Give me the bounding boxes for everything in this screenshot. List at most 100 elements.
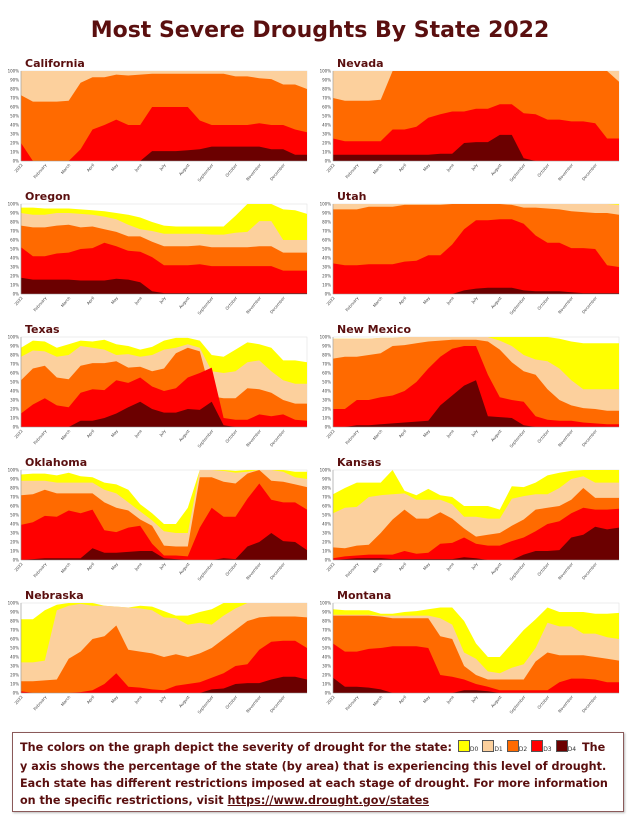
x-tick-label: March bbox=[372, 428, 384, 441]
y-tick-label: 10% bbox=[322, 150, 331, 155]
y-tick-label: 100% bbox=[320, 202, 332, 207]
x-tick-label: August bbox=[490, 162, 503, 176]
x-tick-label: February bbox=[32, 694, 48, 711]
y-tick-label: 50% bbox=[10, 513, 19, 518]
x-tick-label: February bbox=[32, 561, 48, 578]
area-chart-kansas: 0% 10% 20% 30% 40% 50% 60% 70% 80% 90% 100% 2022 Feb… bbox=[320, 468, 620, 582]
x-tick-label: September bbox=[196, 295, 214, 315]
y-tick-label: 60% bbox=[322, 105, 331, 110]
x-tick-label: 2022 bbox=[13, 428, 24, 439]
series-d3 bbox=[333, 104, 619, 161]
x-tick-label: July bbox=[158, 561, 168, 571]
y-tick-label: 40% bbox=[10, 522, 19, 527]
x-tick-label: May bbox=[422, 162, 432, 172]
x-tick-label: September bbox=[508, 694, 526, 714]
y-tick-label: 70% bbox=[10, 229, 19, 234]
y-tick-label: 70% bbox=[10, 495, 19, 500]
chart-utah: Utah 0% 10% 20% 30% 40% 50% 60% 70% 80% 90% 100% 202… bbox=[312, 190, 622, 318]
y-tick-label: 30% bbox=[322, 398, 331, 403]
y-tick-label: 50% bbox=[10, 114, 19, 119]
chart-title: Nebraska bbox=[25, 589, 84, 602]
y-tick-label: 80% bbox=[322, 87, 331, 92]
y-tick-label: 10% bbox=[10, 549, 19, 554]
x-tick-label: 2022 bbox=[325, 295, 336, 306]
series-d4 bbox=[333, 380, 619, 427]
x-tick-label: July bbox=[470, 162, 480, 172]
x-tick-label: August bbox=[490, 295, 503, 309]
x-tick-label: June bbox=[133, 162, 143, 173]
x-tick-label: October bbox=[224, 295, 238, 311]
legend-swatch-d0 bbox=[457, 740, 470, 752]
x-tick-label: April bbox=[86, 428, 96, 438]
x-tick-label: February bbox=[32, 162, 48, 179]
y-tick-label: 10% bbox=[10, 416, 19, 421]
y-tick-label: 70% bbox=[322, 362, 331, 367]
y-tick-label: 50% bbox=[10, 247, 19, 252]
series-d4 bbox=[333, 526, 619, 560]
x-tick-label: September bbox=[196, 561, 214, 581]
y-tick-label: 90% bbox=[322, 477, 331, 482]
y-tick-label: 20% bbox=[322, 540, 331, 545]
y-tick-label: 40% bbox=[10, 256, 19, 261]
x-tick-label: March bbox=[60, 561, 72, 574]
chart-title: Texas bbox=[25, 323, 60, 336]
x-tick-label: November bbox=[245, 162, 262, 181]
y-tick-label: 80% bbox=[10, 220, 19, 225]
x-tick-label: July bbox=[470, 561, 480, 571]
chart-kansas: Kansas 0% 10% 20% 30% 40% 50% 60% 70% 80% 90% 100% 2… bbox=[312, 456, 622, 584]
chart-new-mexico: New Mexico 0% 10% 20% 30% 40% 50% 60% 70% 80% 90% 1… bbox=[312, 323, 622, 451]
y-tick-label: 60% bbox=[322, 238, 331, 243]
y-tick-label: 90% bbox=[322, 211, 331, 216]
x-tick-label: November bbox=[557, 694, 574, 713]
x-tick-label: December bbox=[581, 694, 598, 713]
y-tick-label: 10% bbox=[322, 549, 331, 554]
y-tick-label: 60% bbox=[10, 371, 19, 376]
page-title: Most Severe Droughts By State 2022 bbox=[90, 18, 550, 43]
y-tick-label: 80% bbox=[10, 353, 19, 358]
y-tick-label: 40% bbox=[322, 389, 331, 394]
y-tick-label: 30% bbox=[322, 531, 331, 536]
x-tick-label: March bbox=[372, 162, 384, 175]
x-tick-label: July bbox=[158, 162, 168, 172]
x-tick-label: August bbox=[178, 561, 191, 575]
chart-california: California 0% 10% 20% 30% 40% 50% 60% 70% 80% 90% 1… bbox=[0, 57, 310, 185]
area-chart-utah: 0% 10% 20% 30% 40% 50% 60% 70% 80% 90% 100% 2022 Feb… bbox=[320, 202, 620, 316]
series-d4 bbox=[21, 533, 307, 560]
area-chart-oklahoma: 0% 10% 20% 30% 40% 50% 60% 70% 80% 90% 100% 2022 Feb… bbox=[8, 468, 308, 582]
y-tick-label: 70% bbox=[322, 229, 331, 234]
series-d4 bbox=[21, 401, 307, 427]
series-d4 bbox=[21, 146, 307, 161]
legend-note: The colors on the graph depict the sever… bbox=[12, 732, 624, 812]
x-tick-label: December bbox=[269, 561, 286, 580]
y-tick-label: 30% bbox=[10, 664, 19, 669]
x-tick-label: May bbox=[110, 428, 120, 438]
series-d3 bbox=[333, 219, 619, 294]
x-tick-label: December bbox=[581, 162, 598, 181]
x-tick-label: August bbox=[490, 428, 503, 442]
x-tick-label: May bbox=[110, 694, 120, 704]
x-tick-label: April bbox=[398, 162, 408, 172]
chart-texas: Texas 0% 10% 20% 30% 40% 50% 60% 70% 80% 90% 100% 20… bbox=[0, 323, 310, 451]
y-tick-label: 100% bbox=[320, 69, 332, 74]
chart-title: Kansas bbox=[337, 456, 382, 469]
y-tick-label: 90% bbox=[10, 610, 19, 615]
y-tick-label: 0% bbox=[325, 292, 332, 297]
area-chart-texas: 0% 10% 20% 30% 40% 50% 60% 70% 80% 90% 100% 2022 Feb… bbox=[8, 335, 308, 449]
x-tick-label: February bbox=[32, 295, 48, 312]
y-tick-label: 80% bbox=[322, 619, 331, 624]
legend-label-d2: D2 bbox=[518, 746, 528, 753]
y-tick-label: 20% bbox=[10, 673, 19, 678]
x-tick-label: November bbox=[245, 295, 262, 314]
area-chart-montana: 0% 10% 20% 30% 40% 50% 60% 70% 80% 90% 100% 2022 Feb… bbox=[320, 601, 620, 715]
y-tick-label: 10% bbox=[322, 682, 331, 687]
y-tick-label: 70% bbox=[10, 362, 19, 367]
drought-gov-link[interactable]: https://www.drought.gov/states bbox=[227, 794, 429, 807]
x-tick-label: February bbox=[344, 561, 360, 578]
y-tick-label: 90% bbox=[10, 477, 19, 482]
x-tick-label: July bbox=[470, 295, 480, 305]
x-tick-label: May bbox=[422, 295, 432, 305]
y-tick-label: 10% bbox=[322, 283, 331, 288]
x-tick-label: March bbox=[60, 295, 72, 308]
y-tick-label: 70% bbox=[10, 96, 19, 101]
x-tick-label: September bbox=[196, 428, 214, 448]
